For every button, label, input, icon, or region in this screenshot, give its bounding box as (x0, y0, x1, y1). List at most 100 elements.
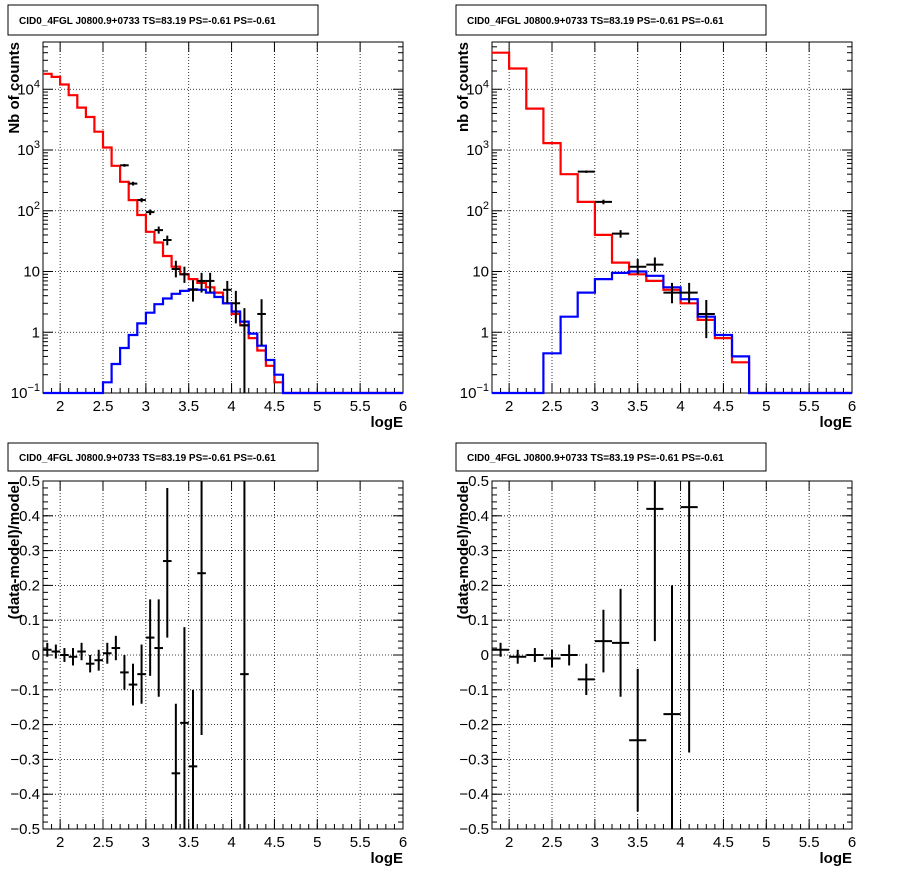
y-tick-label: 103 (17, 139, 40, 159)
data-point (137, 198, 146, 203)
data-point (180, 627, 189, 829)
chart-title: CID0_4FGL J0800.9+0733 TS=83.19 PS=-0.61… (19, 16, 276, 27)
chart-title: CID0_4FGL J0800.9+0733 TS=83.19 PS=-0.61… (19, 453, 276, 464)
data-point (646, 257, 664, 272)
y-tick-label: 10 (472, 264, 489, 281)
x-tick-label: 5.5 (350, 398, 371, 415)
x-tick-label: 3.5 (627, 834, 648, 851)
data-point (120, 163, 129, 167)
y-tick-label: −0.3 (459, 751, 489, 768)
y-tick-label: −0.1 (10, 682, 40, 699)
data-point (197, 481, 206, 736)
data-point (240, 308, 249, 393)
data-point (120, 655, 129, 690)
data-point (594, 609, 612, 673)
x-tick-label: 4 (676, 398, 684, 415)
chart-title: CID0_4FGL J0800.9+0733 TS=83.19 PS=-0.61… (467, 16, 724, 27)
x-tick-label: 4 (676, 834, 684, 851)
chart-title: CID0_4FGL J0800.9+0733 TS=83.19 PS=-0.61… (467, 453, 724, 464)
data-point (663, 585, 681, 829)
data-point (629, 668, 647, 812)
data-point (163, 235, 172, 246)
data-point (163, 487, 172, 638)
x-tick-label: 2.5 (93, 398, 114, 415)
data-point (188, 689, 198, 829)
x-tick-label: 3 (142, 398, 150, 415)
y-tick-label: 102 (466, 200, 489, 220)
data-point (103, 642, 112, 664)
data-point (111, 635, 121, 661)
data-point (128, 181, 138, 186)
y-tick-label: 0.2 (19, 577, 40, 594)
data-point (526, 648, 544, 662)
x-tick-label: 5 (762, 834, 770, 851)
data-point (697, 299, 715, 339)
data-point (663, 282, 681, 304)
y-tick-label: −0.1 (459, 682, 489, 699)
data-point (629, 259, 647, 275)
chart-panel-2: CID0_4FGL J0800.9+0733 TS=83.19 PS=-0.61… (455, 4, 856, 431)
y-tick-label: −0.2 (459, 717, 489, 734)
x-tick-label: 6 (848, 398, 856, 415)
y-axis-label: (data-model)/model (455, 481, 472, 619)
data-point (205, 272, 215, 293)
data-point (94, 649, 103, 671)
data-point (543, 649, 561, 668)
x-tick-label: 4 (227, 398, 235, 415)
x-tick-label: 5.5 (350, 834, 371, 851)
x-tick-label: 3 (591, 398, 599, 415)
model-total-line (492, 51, 852, 395)
chart-panel-3: CID0_4FGL J0800.9+0733 TS=83.19 PS=-0.61… (6, 442, 407, 867)
data-point (85, 655, 95, 673)
y-tick-label: −0.5 (10, 821, 40, 838)
data-point (612, 230, 630, 238)
y-tick-label: −0.3 (10, 751, 40, 768)
x-tick-label: 3.5 (627, 398, 648, 415)
y-tick-label: 0.3 (19, 543, 40, 560)
x-tick-label: 2 (56, 398, 64, 415)
data-point (154, 226, 163, 234)
y-tick-label: 0.3 (468, 543, 489, 560)
data-point (231, 290, 241, 324)
x-axis-label: logE (371, 850, 404, 867)
data-point (492, 642, 510, 657)
y-tick-label: −0.4 (459, 786, 489, 803)
data-point (594, 199, 612, 205)
y-tick-label: 103 (466, 139, 489, 159)
data-point (43, 642, 52, 657)
plot-frame (42, 41, 404, 394)
x-tick-label: 5 (313, 398, 321, 415)
data-point (577, 663, 595, 696)
data-point (51, 644, 61, 659)
y-tick-label: 0.2 (468, 577, 489, 594)
data-point (137, 644, 146, 704)
data-point (188, 280, 198, 302)
y-tick-label: 0 (32, 647, 40, 664)
data-point (612, 588, 630, 697)
x-tick-label: 6 (848, 834, 856, 851)
data-point (646, 481, 664, 642)
y-tick-label: 1 (32, 324, 40, 341)
data-point (145, 599, 155, 676)
x-tick-label: 6 (399, 398, 407, 415)
chart-panel-1: CID0_4FGL J0800.9+0733 TS=83.19 PS=-0.61… (6, 4, 407, 431)
x-tick-label: 5 (313, 834, 321, 851)
chart-title-box (7, 4, 319, 36)
data-point (223, 280, 232, 304)
x-tick-label: 4 (227, 834, 235, 851)
data-point (154, 599, 163, 697)
chart-title-box (455, 4, 767, 36)
x-tick-label: 5.5 (799, 398, 820, 415)
x-tick-label: 6 (399, 834, 407, 851)
x-tick-label: 2 (56, 834, 64, 851)
x-axis-label: logE (820, 850, 853, 867)
y-tick-label: −0.2 (10, 717, 40, 734)
y-tick-label: 102 (17, 200, 40, 220)
data-point (171, 703, 181, 829)
y-tick-label: 104 (466, 78, 489, 98)
x-tick-label: 2 (505, 398, 513, 415)
data-point (257, 299, 266, 346)
x-tick-label: 3 (142, 834, 150, 851)
data-point (680, 282, 698, 304)
